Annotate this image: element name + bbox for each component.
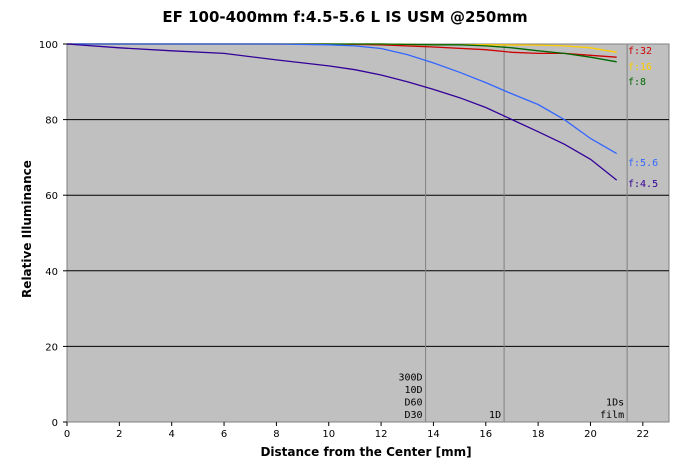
- y-axis-title: Relative Illuminance: [20, 160, 34, 298]
- series-label: f:5.6: [628, 158, 658, 169]
- x-tick-label: 16: [479, 429, 492, 440]
- y-tick-label: 80: [45, 116, 58, 127]
- x-tick-label: 8: [273, 429, 279, 440]
- x-axis-ticks: 0 2 4 6 8 10 12 14 16 18 20 22: [64, 422, 649, 440]
- y-tick-label: 100: [39, 40, 58, 51]
- sensor-label: 1D: [489, 410, 501, 421]
- sensor-label: 300D: [398, 373, 422, 384]
- sensor-label: 1Ds: [606, 398, 624, 409]
- x-axis-title: Distance from the Center [mm]: [260, 445, 471, 459]
- x-tick-label: 18: [532, 429, 545, 440]
- series-labels: f:32 f:16 f:8 f:5.6 f:4.5: [628, 46, 658, 190]
- series-line-f-4-5: [66, 43, 618, 181]
- y-axis-ticks: 0 20 40 60 80 100: [39, 40, 67, 429]
- x-tick-label: 0: [64, 429, 70, 440]
- x-tick-label: 12: [375, 429, 388, 440]
- sensor-label: D30: [405, 410, 423, 421]
- series-lines: [66, 43, 618, 181]
- series-line-f-5-6: [67, 43, 618, 155]
- series-label: f:32: [628, 46, 652, 57]
- x-tick-label: 14: [427, 429, 440, 440]
- grid-lines: [67, 119, 669, 347]
- y-tick-label: 60: [45, 191, 58, 202]
- x-tick-label: 4: [169, 429, 175, 440]
- x-tick-label: 10: [322, 429, 335, 440]
- series-label: f:16: [628, 62, 652, 73]
- x-tick-label: 22: [636, 429, 649, 440]
- series-label: f:8: [628, 77, 646, 88]
- y-tick-label: 20: [45, 342, 58, 353]
- sensor-label: film: [600, 410, 624, 421]
- chart-title: EF 100-400mm f:4.5-5.6 L IS USM @250mm: [162, 8, 527, 26]
- x-tick-label: 2: [116, 429, 122, 440]
- y-tick-label: 0: [52, 418, 58, 429]
- y-tick-label: 40: [45, 267, 58, 278]
- x-tick-label: 20: [584, 429, 597, 440]
- sensor-label: D60: [405, 398, 423, 409]
- plot-area: [66, 43, 670, 423]
- sensor-label: 10D: [405, 385, 423, 396]
- series-label: f:4.5: [628, 179, 658, 190]
- x-tick-label: 6: [221, 429, 227, 440]
